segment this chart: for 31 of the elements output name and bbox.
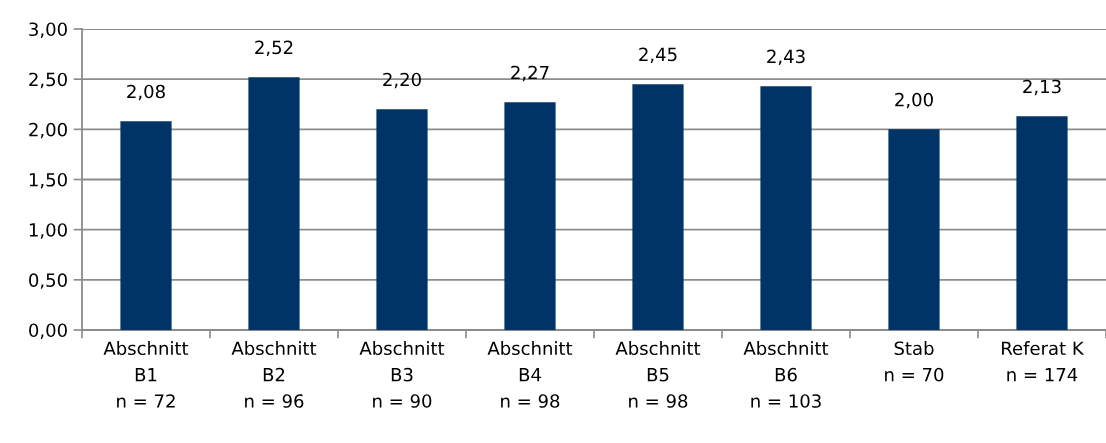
bar (888, 129, 940, 330)
data-label: 2,00 (895, 92, 933, 109)
x-tick-label: Referat K n = 174 (1002, 341, 1085, 382)
x-tick-label: Stab n = 70 (885, 341, 944, 382)
x-tick-label: Abschnitt B6 n = 103 (743, 341, 829, 408)
bar (376, 109, 428, 330)
data-label: 2,27 (511, 65, 549, 82)
data-label: 2,20 (383, 72, 421, 89)
x-tick-label: Abschnitt B3 n = 90 (359, 341, 445, 408)
y-tick-label: 2,00 (29, 122, 67, 139)
x-tick-label: Abschnitt B4 n = 98 (487, 341, 573, 408)
y-tick-label: 0,00 (29, 323, 67, 339)
data-label: 2,13 (1023, 79, 1061, 96)
x-tick-label: Abschnitt B5 n = 98 (615, 341, 701, 408)
data-label: 2,52 (255, 40, 293, 57)
bar (120, 121, 172, 330)
bar (248, 77, 300, 330)
bar (1016, 116, 1068, 330)
bar (632, 84, 684, 330)
y-tick-label: 0,50 (29, 273, 67, 289)
data-label: 2,45 (639, 47, 677, 64)
y-tick-label: 1,00 (29, 223, 67, 239)
data-label: 2,43 (767, 49, 805, 66)
x-tick-label: Abschnitt B2 n = 96 (231, 341, 317, 408)
y-tick-label: 3,00 (29, 22, 67, 38)
bar (504, 102, 556, 330)
y-tick-label: 1,50 (29, 172, 67, 189)
x-tick-label: Abschnitt B1 n = 72 (103, 341, 189, 408)
bar (760, 86, 812, 330)
data-label: 2,08 (127, 84, 165, 101)
y-tick-label: 2,50 (29, 72, 67, 89)
